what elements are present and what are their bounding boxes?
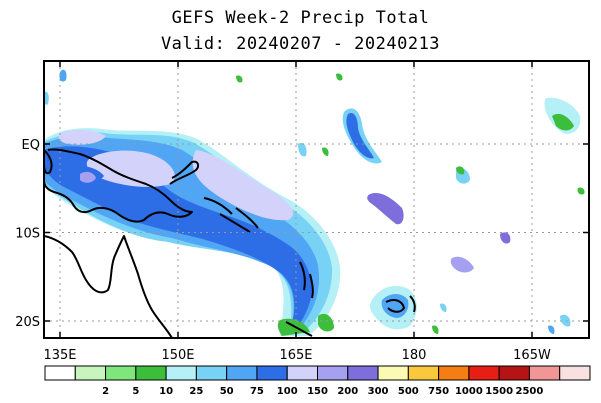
coast-solomons [203,197,259,233]
colorbar-label: 25 [189,386,203,397]
colorbar-label: 150 [307,386,328,397]
colorbar: 2 5 10 25 50 75 100 150 200 300 500 750 1000 1500 2500 [44,365,591,397]
colorbar-label: 5 [132,386,139,397]
colorbar-swatch [317,365,349,381]
colorbar-label: 750 [428,386,449,397]
precip-patch-east-2 [367,192,404,225]
colorbar-label: 300 [368,386,389,397]
coast-new-britain [169,160,200,185]
colorbar-swatch [286,365,319,381]
colorbar-label: 2500 [516,386,544,397]
colorbar-swatch [135,365,167,381]
precip-patch-e-17 [440,303,447,312]
precip-patch-n-1 [59,69,67,82]
colorbar-swatch [105,365,137,381]
coast-misc-east [409,295,416,313]
lat-tick-label: 10S [15,227,40,242]
graticule [44,61,589,338]
colorbar-swatch [74,365,107,381]
precip-patch-e-16 [432,325,439,334]
coast-new-guinea [44,148,193,223]
coast-australia [44,235,173,338]
colorbar-swatch [377,365,409,381]
precip-patch-east-1-core [346,112,374,159]
precip-patch-e-11 [318,313,334,332]
colorbar-label: 500 [398,386,419,397]
precip-field [44,69,585,336]
colorbar-swatch [407,365,440,381]
lon-tick-label: 165W [513,348,551,363]
colorbar-swatch [226,365,258,381]
colorbar-label: 75 [250,386,264,397]
colorbar-swatch [256,365,288,381]
precip-patch-e-15 [336,73,343,81]
colorbar-swatch [44,365,76,381]
lon-tick-label: 180 [402,348,427,363]
lon-tick-label: 165E [279,348,312,363]
coast-new-caledonia [285,321,313,337]
precip-patch-200-a [86,150,175,187]
colorbar-swatch [347,365,379,381]
colorbar-swatch [195,365,228,381]
map-axes: 135E 150E 165E 180 165W EQ 10S 20S [15,61,589,363]
map-frame [43,60,590,339]
colorbar-label: 2 [102,386,109,397]
colorbar-label: 200 [337,386,358,397]
map-subtitle: Valid: 20240207 - 20240213 [160,34,441,54]
map-title: GEFS Week-2 Precip Total [171,8,430,28]
precip-patch-n-2 [44,91,49,105]
colorbar-swatch [559,365,591,381]
precip-patch-e-12 [560,314,571,327]
colorbar-swatch [438,365,470,381]
precip-patch-ne-2 [577,187,585,195]
precip-patch-e-6 [456,166,465,175]
precip-patch-200-c [58,129,106,145]
colorbar-swatch [165,365,197,381]
colorbar-label: 1500 [485,386,513,397]
lat-tick-label: EQ [22,138,40,153]
precip-patch-e-7 [500,232,511,244]
colorbar-label: 100 [277,386,298,397]
lat-tick-label: 20S [15,315,40,330]
lon-tick-label: 150E [161,348,194,363]
coast-fiji [385,299,405,313]
lon-tick-label: 135E [43,348,76,363]
precip-patch-e-8 [298,142,307,157]
colorbar-swatch [498,365,530,381]
coast-vanuatu [299,261,314,299]
precip-band-150 [44,146,312,326]
coastlines [44,148,416,338]
precip-patch-east-3 [450,256,474,273]
precip-patch-ne-green [552,113,574,131]
colorbar-label: 10 [159,386,173,397]
precip-patch-e-14 [236,75,243,83]
precip-patch-e-13 [548,325,555,334]
colorbar-swatch [468,365,500,381]
colorbar-label: 1000 [455,386,483,397]
precip-patch-e-9 [322,147,329,156]
colorbar-swatch [528,365,561,381]
colorbar-label: 50 [220,386,234,397]
precip-patch-200-e [80,171,96,183]
precip-patch-200-b [192,150,294,221]
